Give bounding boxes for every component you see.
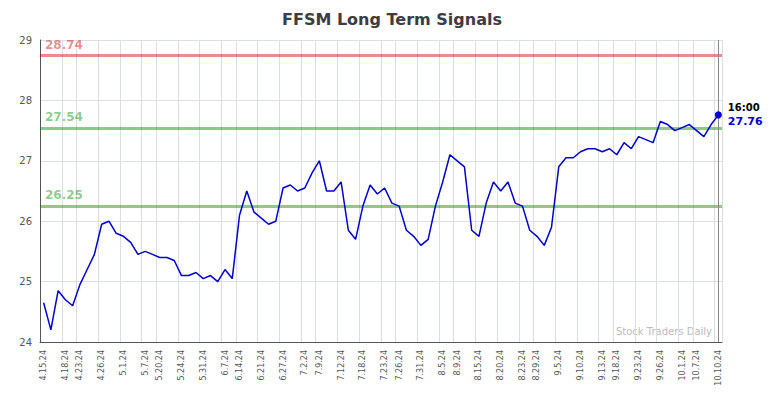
svg-text:9.5.24: 9.5.24 <box>554 350 563 375</box>
svg-text:8.29.24: 8.29.24 <box>532 350 541 381</box>
svg-text:7.26.24: 7.26.24 <box>395 350 404 381</box>
svg-text:4.15.24: 4.15.24 <box>39 350 48 381</box>
svg-text:7.31.24: 7.31.24 <box>416 350 425 381</box>
svg-text:7.2.24: 7.2.24 <box>300 350 309 375</box>
svg-text:5.1.24: 5.1.24 <box>119 350 128 375</box>
svg-text:6.7.24: 6.7.24 <box>221 350 230 375</box>
svg-text:7.9.24: 7.9.24 <box>315 350 324 375</box>
svg-text:8.15.24: 8.15.24 <box>474 350 483 381</box>
svg-text:7.23.24: 7.23.24 <box>380 350 389 381</box>
svg-text:25: 25 <box>19 276 32 287</box>
svg-text:10.1.24: 10.1.24 <box>678 350 687 381</box>
svg-text:5.24.24: 5.24.24 <box>177 350 186 381</box>
svg-text:5.31.24: 5.31.24 <box>199 350 208 381</box>
svg-text:8.5.24: 8.5.24 <box>438 350 447 375</box>
svg-text:26: 26 <box>19 216 32 227</box>
svg-text:27.54: 27.54 <box>45 110 83 124</box>
svg-text:6.21.24: 6.21.24 <box>257 350 266 381</box>
svg-text:27: 27 <box>19 155 32 166</box>
svg-text:7.18.24: 7.18.24 <box>358 350 367 381</box>
svg-text:9.26.24: 9.26.24 <box>656 350 665 381</box>
svg-text:10.7.24: 10.7.24 <box>692 350 701 381</box>
svg-text:6.14.24: 6.14.24 <box>235 350 244 381</box>
svg-text:27.76: 27.76 <box>728 115 763 128</box>
svg-text:5.7.24: 5.7.24 <box>141 350 150 375</box>
svg-text:7.12.24: 7.12.24 <box>337 350 346 381</box>
svg-text:4.18.24: 4.18.24 <box>61 350 70 381</box>
svg-text:26.25: 26.25 <box>45 188 83 202</box>
svg-text:9.23.24: 9.23.24 <box>634 350 643 381</box>
svg-text:24: 24 <box>19 337 32 348</box>
svg-text:28.74: 28.74 <box>45 38 83 52</box>
svg-text:4.26.24: 4.26.24 <box>97 350 106 381</box>
svg-text:16:00: 16:00 <box>728 102 760 113</box>
svg-text:10.10.24: 10.10.24 <box>714 350 723 386</box>
svg-text:FFSM Long Term Signals: FFSM Long Term Signals <box>282 10 502 29</box>
svg-text:8.23.24: 8.23.24 <box>518 350 527 381</box>
svg-text:8.9.24: 8.9.24 <box>453 350 462 375</box>
svg-text:9.18.24: 9.18.24 <box>612 350 621 381</box>
svg-text:Stock Traders Daily: Stock Traders Daily <box>616 326 712 337</box>
svg-text:29: 29 <box>19 35 32 46</box>
svg-text:8.20.24: 8.20.24 <box>496 350 505 381</box>
svg-text:9.10.24: 9.10.24 <box>576 350 585 381</box>
svg-text:28: 28 <box>19 95 32 106</box>
svg-text:4.23.24: 4.23.24 <box>75 350 84 381</box>
svg-text:9.13.24: 9.13.24 <box>598 350 607 381</box>
svg-text:6.27.24: 6.27.24 <box>279 350 288 381</box>
svg-text:5.20.24: 5.20.24 <box>155 350 164 381</box>
